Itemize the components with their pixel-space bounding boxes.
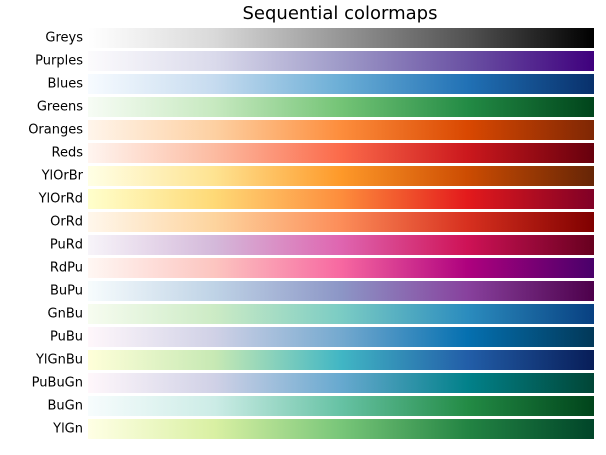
colormap-bar [88,396,594,416]
colormap-bar [88,189,594,209]
colormap-bar [88,419,594,439]
colormap-label: Blues [47,77,83,92]
colormap-bar [88,143,594,163]
colormap-label: YlOrRd [38,192,83,207]
colormap-label: RdPu [50,261,83,276]
colormap-bar [88,350,594,370]
colormap-label: Reds [52,146,84,161]
colormap-bar [88,327,594,347]
title: Sequential colormaps [242,3,437,24]
colormap-label: PuRd [50,238,83,253]
colormap-label: YlOrBr [41,169,84,184]
colormap-bar [88,235,594,255]
colormap-bar [88,120,594,140]
colormap-label: BuPu [50,284,83,299]
colormap-label: PuBu [50,330,83,345]
colormap-label: BuGn [48,399,83,414]
colormap-label: YlGn [52,422,83,437]
colormap-bar [88,166,594,186]
colormap-label: YlGnBu [35,353,83,368]
colormap-label: GnBu [48,307,83,322]
colormap-label: Purples [35,54,83,69]
colormap-bar [88,304,594,324]
colormap-label: Greens [37,100,83,115]
colormap-bar [88,74,594,94]
colormap-label: OrRd [50,215,83,230]
colormap-bar [88,97,594,117]
colormap-bar [88,258,594,278]
colormap-bar [88,281,594,301]
colormap-bar [88,212,594,232]
colormap-bar [88,51,594,71]
colormap-bar [88,373,594,393]
colormap-bar [88,28,594,48]
colormap-label: Oranges [28,123,83,138]
colormap-label: PuBuGn [32,376,83,391]
colormap-label: Greys [45,31,83,46]
